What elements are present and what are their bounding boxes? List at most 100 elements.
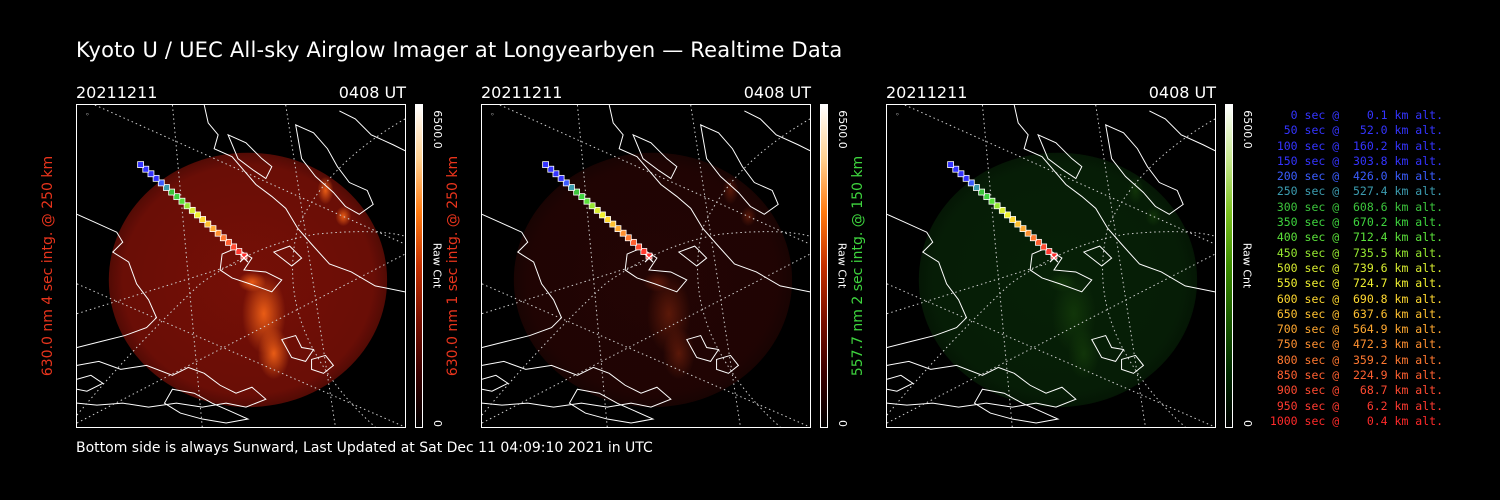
grid-line xyxy=(887,283,1215,427)
panel-date: 20211211 xyxy=(481,83,563,102)
trajectory-marker xyxy=(947,161,954,169)
coastline xyxy=(716,354,740,374)
orientation-mark: ◦ xyxy=(490,110,495,119)
trajectory-marker xyxy=(593,206,601,214)
aurora-patch xyxy=(1067,327,1100,380)
colorbar-min-label: 0 xyxy=(832,416,852,430)
coastline xyxy=(311,354,335,374)
colorbar-min-label-text: 0 xyxy=(430,419,444,427)
colorbar-unit-label: Raw Cnt xyxy=(1237,238,1257,292)
panel-ylabel-text: 630.0 nm 4 sec intg. @ 250 km xyxy=(40,155,56,377)
grid-line xyxy=(77,253,405,424)
image-panel-3: 20211211 0408 UT 557.7 nm 2 sec intg. @ 15… xyxy=(850,80,1216,430)
colorbar-max-label: 6500.0 xyxy=(1237,102,1257,156)
coastline xyxy=(163,388,250,424)
panel-date: 20211211 xyxy=(886,83,968,102)
legend-item: 800 sec @ 359.2 km alt. xyxy=(1269,352,1443,367)
colorbar-max-label: 6500.0 xyxy=(427,102,447,156)
colorbar-unit-label: Raw Cnt xyxy=(427,238,447,292)
coastline xyxy=(203,105,405,293)
image-panel-1: 20211211 0408 UT 630.0 nm 4 sec intg. @ 25… xyxy=(40,80,406,430)
trajectory-marker xyxy=(557,174,565,182)
allsky-image: ◦ xyxy=(886,104,1216,428)
trajectory-marker xyxy=(1040,243,1048,251)
grid-line xyxy=(171,105,203,427)
trajectory-marker xyxy=(1014,220,1022,228)
grid-line xyxy=(94,105,405,245)
coastline xyxy=(887,374,914,392)
trajectory-marker xyxy=(624,234,632,242)
grid-line xyxy=(285,105,336,427)
trajectory-marker xyxy=(142,165,150,173)
trajectory-marker xyxy=(1029,234,1037,242)
station-marker xyxy=(644,253,654,263)
trajectory-marker xyxy=(599,211,606,219)
allsky-image-svg: ◦ xyxy=(482,105,810,427)
legend-item: 750 sec @ 472.3 km alt. xyxy=(1269,337,1443,352)
station-marker xyxy=(239,253,249,263)
panel-time: 0408 UT xyxy=(743,83,811,102)
grid-line xyxy=(77,283,405,427)
trajectory-marker xyxy=(214,229,222,237)
aurora-patch xyxy=(1127,176,1144,205)
trajectory-marker xyxy=(183,202,191,210)
colorbar-unit-label: Raw Cnt xyxy=(832,238,852,292)
trajectory-marker xyxy=(1045,248,1053,255)
colorbar-min-label-text: 0 xyxy=(1240,419,1254,427)
trajectory-marker xyxy=(562,179,570,187)
trajectory-marker xyxy=(957,170,965,178)
coastline xyxy=(887,213,968,348)
trajectory-marker xyxy=(583,197,591,205)
colorbar-max-label-text: 6500.0 xyxy=(1240,109,1254,149)
trajectory-marker xyxy=(988,197,996,205)
legend-item: 150 sec @ 303.8 km alt. xyxy=(1269,153,1443,168)
trajectory-marker xyxy=(640,248,648,255)
grid-line xyxy=(77,231,405,416)
colorbar-max-label-text: 6500.0 xyxy=(835,109,849,149)
coastline xyxy=(608,105,810,293)
trajectory-marker xyxy=(173,193,181,201)
panel-time: 0408 UT xyxy=(1148,83,1216,102)
allsky-image-svg: ◦ xyxy=(887,105,1215,427)
coastline xyxy=(1105,124,1184,215)
trajectory-marker xyxy=(194,211,201,219)
coastline xyxy=(227,133,273,180)
trajectory-marker xyxy=(178,197,186,205)
trajectory-marker xyxy=(219,234,227,242)
coastline xyxy=(281,334,315,362)
coastline xyxy=(482,213,563,348)
trajectory-marker xyxy=(235,248,243,255)
grid-line xyxy=(887,253,1215,424)
coastline xyxy=(973,388,1060,424)
trajectory-marker xyxy=(1050,252,1058,260)
legend-item: 350 sec @ 670.2 km alt. xyxy=(1269,215,1443,230)
orientation-mark: ◦ xyxy=(85,110,90,119)
trajectory-marker xyxy=(225,238,232,246)
coastline xyxy=(1091,334,1125,362)
coastline xyxy=(77,360,267,408)
grid-line xyxy=(887,231,1215,416)
coastline xyxy=(700,124,779,215)
trajectory-marker xyxy=(635,243,643,251)
coastline xyxy=(77,374,104,392)
legend-item: 650 sec @ 637.6 km alt. xyxy=(1269,306,1443,321)
coastline xyxy=(272,245,303,267)
trajectory-marker xyxy=(547,165,555,173)
allsky-image: ◦ xyxy=(76,104,406,428)
trajectory-marker xyxy=(1004,211,1011,219)
trajectory-marker xyxy=(604,216,612,223)
trajectory-marker xyxy=(230,243,238,251)
trajectory-marker xyxy=(645,252,653,260)
coastline xyxy=(77,213,158,348)
trajectory-marker xyxy=(199,216,207,223)
trajectory-marker xyxy=(552,170,560,178)
legend-item: 700 sec @ 564.9 km alt. xyxy=(1269,322,1443,337)
grid-line xyxy=(482,231,810,416)
colorbar xyxy=(820,104,828,428)
trajectory-marker xyxy=(542,161,549,169)
legend-item: 0 sec @ 0.1 km alt. xyxy=(1269,108,1443,122)
aurora-patch xyxy=(662,327,695,380)
legend-item: 850 sec @ 224.9 km alt. xyxy=(1269,368,1443,383)
colorbar-unit-label-text: Raw Cnt xyxy=(1240,242,1254,288)
aurora-patch xyxy=(257,327,290,380)
